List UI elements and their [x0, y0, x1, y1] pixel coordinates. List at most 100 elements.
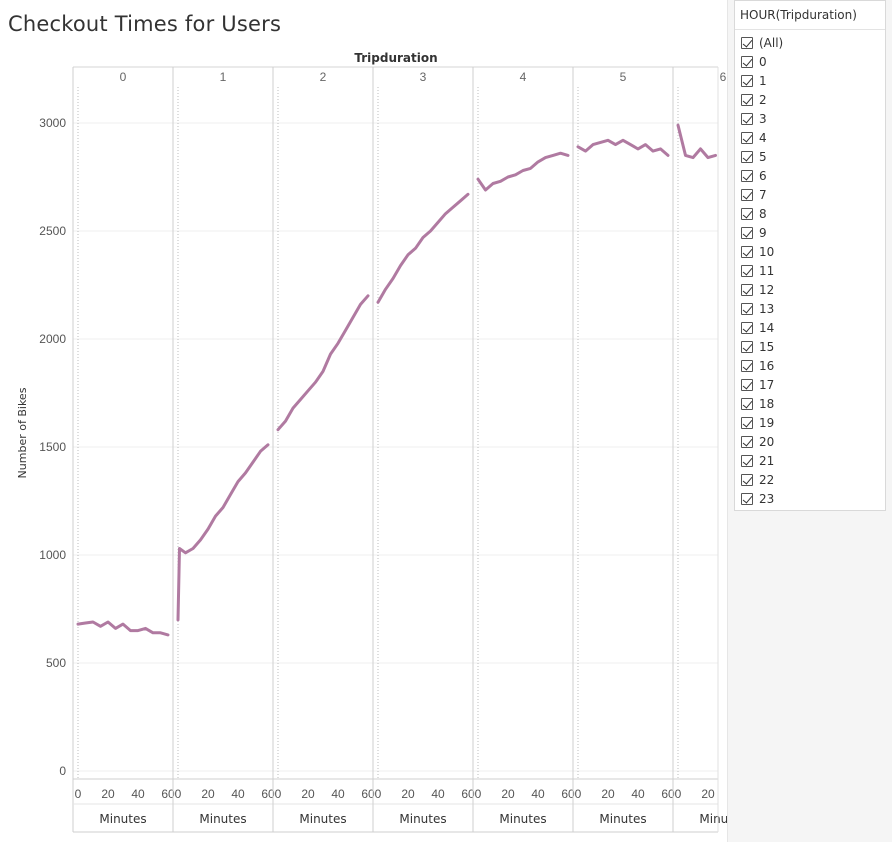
x-tick-label: 60	[661, 787, 675, 801]
checkbox-checked-icon[interactable]	[741, 454, 753, 467]
filter-item-16[interactable]: 16	[741, 356, 783, 375]
filter-item-0[interactable]: 0	[741, 52, 783, 71]
checkbox-checked-icon[interactable]	[741, 473, 753, 486]
x-axis-title: Minutes	[199, 812, 246, 826]
filter-item-label: 1	[759, 73, 767, 88]
filter-item-17[interactable]: 17	[741, 375, 783, 394]
filter-item-19[interactable]: 19	[741, 413, 783, 432]
filter-item-10[interactable]: 10	[741, 242, 783, 261]
series-line-hour-4	[476, 151, 570, 192]
filter-item-label: 4	[759, 130, 767, 145]
x-axis-title: Minutes	[499, 812, 546, 826]
filter-divider	[735, 29, 885, 30]
filter-item-9[interactable]: 9	[741, 223, 783, 242]
filter-item-11[interactable]: 11	[741, 261, 783, 280]
filter-item-14[interactable]: 14	[741, 318, 783, 337]
checkbox-checked-icon[interactable]	[741, 321, 753, 334]
checkbox-checked-icon[interactable]	[741, 283, 753, 296]
filter-item-label: 21	[759, 453, 775, 468]
filter-item-label: 3	[759, 111, 767, 126]
filter-item-label: 2	[759, 92, 767, 107]
checkbox-checked-icon[interactable]	[741, 340, 753, 353]
chart-title: Checkout Times for Users	[8, 12, 282, 36]
checkbox-checked-icon[interactable]	[741, 207, 753, 220]
x-tick-label: 40	[131, 787, 145, 801]
filter-item-23[interactable]: 23	[741, 489, 783, 508]
filter-item-15[interactable]: 15	[741, 337, 783, 356]
x-tick-label: 0	[375, 787, 382, 801]
filter-item-21[interactable]: 21	[741, 451, 783, 470]
y-tick-label: 500	[46, 656, 66, 670]
checkbox-checked-icon[interactable]	[741, 264, 753, 277]
filter-item-5[interactable]: 5	[741, 147, 783, 166]
checkbox-checked-icon[interactable]	[741, 435, 753, 448]
x-axis-title: Minutes	[399, 812, 446, 826]
filter-item-label: 14	[759, 320, 775, 335]
filter-item-13[interactable]: 13	[741, 299, 783, 318]
column-header-label: Tripduration	[354, 51, 437, 65]
checkbox-checked-icon[interactable]	[741, 359, 753, 372]
checkbox-checked-icon[interactable]	[741, 188, 753, 201]
x-tick-label: 40	[631, 787, 645, 801]
filter-item-label: 6	[759, 168, 767, 183]
checkbox-checked-icon[interactable]	[741, 226, 753, 239]
x-tick-label: 0	[75, 787, 82, 801]
x-axis-title: Minutes	[99, 812, 146, 826]
y-tick-label: 2000	[39, 332, 66, 346]
checkbox-checked-icon[interactable]	[741, 416, 753, 429]
series-line-hour-3	[376, 192, 470, 304]
checkbox-checked-icon[interactable]	[741, 74, 753, 87]
filter-item-12[interactable]: 12	[741, 280, 783, 299]
filter-item-3[interactable]: 3	[741, 109, 783, 128]
filter-item-2[interactable]: 2	[741, 90, 783, 109]
checkbox-checked-icon[interactable]	[741, 131, 753, 144]
filter-item-label: 11	[759, 263, 775, 278]
x-tick-label: 40	[331, 787, 345, 801]
x-tick-label: 0	[175, 787, 182, 801]
filter-item-all[interactable]: (All)	[741, 33, 783, 52]
filter-item-6[interactable]: 6	[741, 166, 783, 185]
checkbox-checked-icon[interactable]	[741, 93, 753, 106]
series-line-hour-0	[76, 620, 170, 637]
x-tick-label: 0	[475, 787, 482, 801]
filter-item-label: 13	[759, 301, 775, 316]
filter-item-label: 18	[759, 396, 775, 411]
filter-list: (All) 0 1 2 3 4 5 6 7 8 9 10 11 12 13 14 15 16 17 18 19 20 21 2…	[741, 33, 783, 508]
filter-item-label: 10	[759, 244, 775, 259]
filter-item-label: 23	[759, 491, 775, 506]
pane-header-label: 5	[620, 70, 627, 84]
hour-filter-card: HOUR(Tripduration) (All) 0 1 2 3 4 5 6 7 8 9 10 11 12…	[734, 0, 886, 511]
checkbox-checked-icon[interactable]	[741, 492, 753, 505]
filter-item-label: 7	[759, 187, 767, 202]
filter-item-20[interactable]: 20	[741, 432, 783, 451]
x-tick-label: 20	[701, 787, 715, 801]
filter-item-label: 12	[759, 282, 775, 297]
filter-item-22[interactable]: 22	[741, 470, 783, 489]
x-tick-label: 20	[301, 787, 315, 801]
checkbox-checked-icon[interactable]	[741, 169, 753, 182]
checkbox-checked-icon[interactable]	[741, 36, 753, 49]
filter-item-label: 19	[759, 415, 775, 430]
y-axis-title: Number of Bikes	[16, 387, 29, 478]
checkbox-checked-icon[interactable]	[741, 55, 753, 68]
filter-item-4[interactable]: 4	[741, 128, 783, 147]
x-tick-label: 60	[461, 787, 475, 801]
x-tick-label: 40	[231, 787, 245, 801]
x-tick-label: 0	[575, 787, 582, 801]
checkbox-checked-icon[interactable]	[741, 112, 753, 125]
checkbox-checked-icon[interactable]	[741, 245, 753, 258]
x-axis-title: Minutes	[299, 812, 346, 826]
pane-header-label: 6	[720, 70, 727, 84]
checkbox-checked-icon[interactable]	[741, 150, 753, 163]
filter-item-18[interactable]: 18	[741, 394, 783, 413]
filter-item-7[interactable]: 7	[741, 185, 783, 204]
checkbox-checked-icon[interactable]	[741, 397, 753, 410]
filter-item-8[interactable]: 8	[741, 204, 783, 223]
x-axis-title: Minutes	[699, 812, 727, 826]
filter-title: HOUR(Tripduration)	[740, 8, 857, 22]
x-tick-label: 20	[401, 787, 415, 801]
checkbox-checked-icon[interactable]	[741, 378, 753, 391]
filter-item-1[interactable]: 1	[741, 71, 783, 90]
checkbox-checked-icon[interactable]	[741, 302, 753, 315]
x-tick-label: 60	[561, 787, 575, 801]
